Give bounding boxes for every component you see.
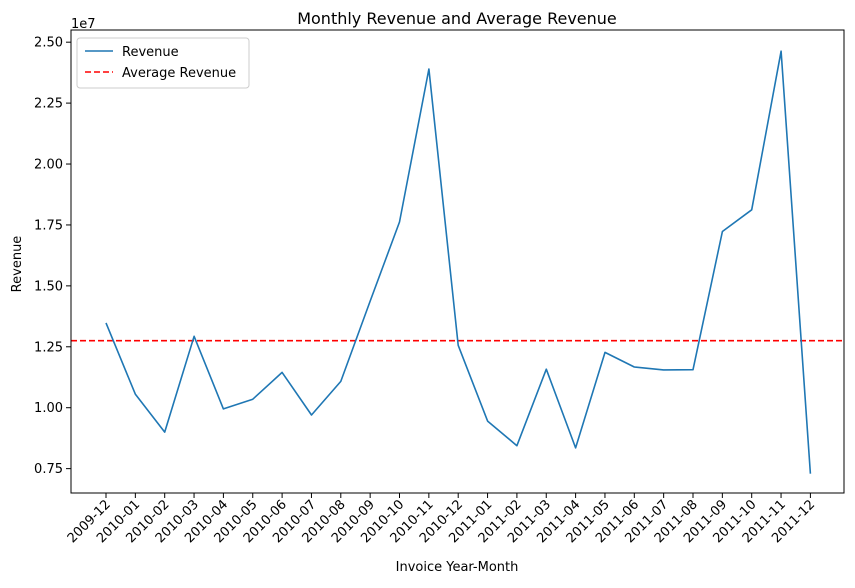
legend-revenue-label: Revenue <box>122 45 179 60</box>
y-tick-label: 1.25 <box>34 340 63 355</box>
y-tick-label: 2.00 <box>34 158 63 173</box>
y-tick-label: 1.50 <box>34 279 63 294</box>
plot-area: 0.751.001.251.501.752.002.252.502009-122… <box>34 36 844 547</box>
axes-frame <box>71 30 844 493</box>
legend-average-label: Average Revenue <box>122 66 236 81</box>
y-tick-label: 1.00 <box>34 401 63 416</box>
chart-title: Monthly Revenue and Average Revenue <box>297 9 617 28</box>
y-tick-label: 1.75 <box>34 218 63 233</box>
y-tick-label: 2.50 <box>34 36 63 51</box>
legend: Revenue Average Revenue <box>77 38 249 88</box>
revenue-series-line <box>106 51 810 474</box>
y-axis-label: Revenue <box>10 236 25 293</box>
y-tick-label: 2.25 <box>34 97 63 112</box>
x-axis-label: Invoice Year-Month <box>396 560 519 575</box>
y-tick-label: 0.75 <box>34 462 63 477</box>
